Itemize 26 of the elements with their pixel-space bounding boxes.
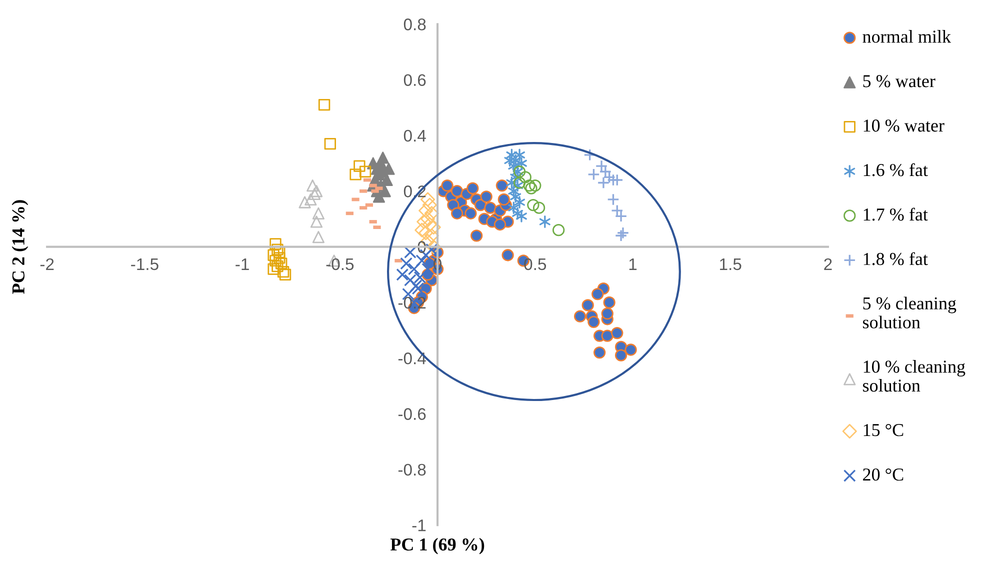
legend-label: 5 % water xyxy=(863,75,936,88)
x-axis-title: PC 1 (69 %) xyxy=(390,538,484,554)
legend-label: 1.8 % fat xyxy=(864,252,928,266)
x-tick-label: 1.5 xyxy=(720,258,742,270)
y-tick-label: 0.4 xyxy=(404,130,426,142)
y-axis-title: PC 2 (14 %) xyxy=(12,200,28,294)
x-tick-label: 2 xyxy=(824,258,832,270)
legend-label: 10 % water xyxy=(864,120,944,132)
legend-label: 20 °C xyxy=(863,468,904,481)
x-tick-label: -1 xyxy=(236,258,249,270)
legend-label: 10 % cleaning solution xyxy=(863,360,966,392)
y-tick-label: 0.6 xyxy=(404,74,426,86)
legend-label: 5 % cleaning solution xyxy=(863,296,956,328)
x-tick-label: -2 xyxy=(40,258,54,270)
x-tick-label: -0.5 xyxy=(326,258,354,270)
y-tick-label: -0.6 xyxy=(398,408,426,420)
y-tick-label: -0.8 xyxy=(398,464,426,476)
x-tick-label: -1.5 xyxy=(131,258,158,270)
x-tick-label: 0.5 xyxy=(524,258,546,270)
x-tick-label: 1 xyxy=(629,258,637,270)
y-tick-label: 0.8 xyxy=(404,18,426,30)
y-tick-label: -0.2 xyxy=(398,296,426,309)
legend-label: normal milk xyxy=(862,30,952,43)
legend-label: 15 °C xyxy=(864,424,904,436)
y-tick-label: -1 xyxy=(412,520,426,532)
legend-label: 1.7 % fat xyxy=(864,208,928,221)
